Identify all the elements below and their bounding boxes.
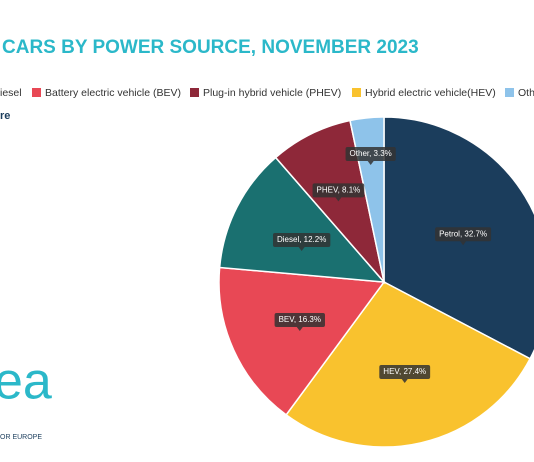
chart-title: CARS BY POWER SOURCE, NOVEMBER 2023	[2, 37, 419, 58]
data-label-text: BEV, 16.3%	[279, 315, 321, 324]
data-label-text: HEV, 27.4%	[383, 367, 426, 376]
pie-slice	[285, 281, 532, 448]
pie-slice	[218, 156, 386, 283]
legend-swatch	[505, 88, 514, 97]
data-label: Other, 3.3%	[345, 146, 396, 165]
legend-label: iesel	[0, 87, 22, 99]
data-label-text: Other, 3.3%	[350, 149, 392, 158]
data-label-pointer	[296, 327, 303, 332]
data-label-box	[379, 365, 431, 380]
subtitle: re	[0, 110, 10, 122]
data-labels: Petrol, 32.7% HEV, 27.4% BEV, 16.3% Diesel,…	[272, 146, 492, 384]
legend-label: Battery electric vehicle (BEV)	[45, 87, 181, 99]
data-label-text: PHEV, 8.1%	[317, 186, 361, 195]
data-label-text: Diesel, 12.2%	[277, 235, 326, 244]
data-label-box	[272, 233, 331, 248]
data-label-pointer	[335, 197, 342, 202]
legend-swatch	[352, 88, 361, 97]
legend-label: Plug-in hybrid vehicle (PHEV)	[203, 87, 341, 99]
pie	[218, 116, 534, 448]
data-label-box	[312, 183, 365, 198]
logo-subtext: OR EUROPE	[0, 434, 42, 441]
data-label-pointer	[298, 247, 305, 252]
data-label-pointer	[367, 160, 374, 165]
data-label-pointer	[401, 379, 408, 384]
legend-label: Hybrid electric vehicle(HEV)	[365, 87, 496, 99]
data-label: HEV, 27.4%	[379, 365, 431, 384]
data-label-box	[435, 227, 492, 242]
pie-slice	[218, 266, 386, 416]
data-label-text: Petrol, 32.7%	[439, 229, 487, 238]
legend-swatch	[190, 88, 199, 97]
legend-label: Oth	[518, 87, 534, 99]
data-label: Petrol, 32.7%	[435, 227, 492, 246]
data-label-box	[345, 146, 396, 161]
data-label-box	[274, 313, 325, 328]
logo: ea	[0, 353, 52, 411]
data-label-pointer	[460, 241, 467, 246]
data-label: BEV, 16.3%	[274, 313, 325, 332]
data-label: Diesel, 12.2%	[272, 233, 331, 252]
data-label: PHEV, 8.1%	[312, 183, 365, 202]
legend-swatch	[32, 88, 41, 97]
legend: iesel Battery electric vehicle (BEV) Plug-…	[0, 87, 534, 99]
